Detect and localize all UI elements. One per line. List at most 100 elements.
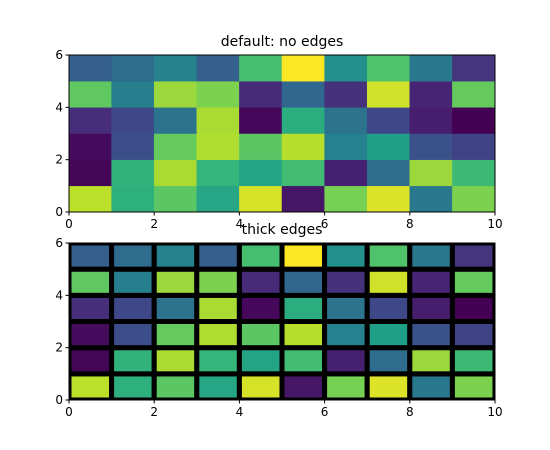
cell — [366, 55, 411, 82]
cell — [69, 319, 115, 351]
cell — [69, 266, 115, 298]
cell — [111, 107, 155, 134]
y-tick-label: 0 — [55, 205, 63, 219]
cell — [322, 243, 370, 272]
cell — [324, 55, 368, 82]
cell — [194, 319, 242, 351]
cell — [281, 133, 325, 160]
cell — [407, 371, 455, 400]
cell — [196, 185, 240, 212]
y-tick-label: 0 — [55, 393, 63, 407]
cell — [409, 133, 453, 160]
cell — [452, 159, 495, 187]
cell — [452, 80, 495, 108]
cell — [69, 243, 115, 272]
cell — [239, 185, 283, 212]
cell — [239, 55, 283, 82]
cell — [69, 107, 112, 134]
cell — [366, 80, 411, 108]
cell — [236, 345, 285, 377]
x-tick-label: 6 — [321, 405, 329, 419]
cell — [239, 133, 283, 160]
cell — [111, 55, 155, 82]
cell — [409, 55, 453, 82]
cell — [364, 371, 413, 400]
cell — [109, 266, 157, 298]
cell — [69, 371, 115, 400]
cell — [407, 292, 455, 325]
x-tick-label: 6 — [321, 217, 329, 231]
x-tick-label: 2 — [150, 217, 158, 231]
cell — [109, 345, 157, 377]
x-tick-label: 10 — [487, 217, 502, 231]
cell — [69, 292, 115, 325]
cell — [151, 319, 200, 351]
y-tick-label: 6 — [55, 48, 63, 62]
cell — [364, 292, 413, 325]
cell — [111, 80, 155, 108]
cell — [409, 107, 453, 134]
cell — [409, 159, 453, 187]
cell — [364, 266, 413, 298]
cell — [196, 159, 240, 187]
cell — [194, 371, 242, 400]
cell — [324, 185, 368, 212]
cell — [279, 319, 328, 351]
cell — [109, 292, 157, 325]
cell — [236, 243, 285, 272]
cell — [111, 159, 155, 187]
chart-title: default: no edges — [221, 34, 344, 50]
cell — [452, 133, 495, 160]
cell — [153, 107, 198, 134]
cell — [281, 107, 325, 134]
cell — [281, 159, 325, 187]
cell — [194, 266, 242, 298]
cell — [111, 133, 155, 160]
cell — [69, 80, 112, 108]
cell — [151, 243, 200, 272]
cell — [153, 159, 198, 187]
cell — [153, 80, 198, 108]
cell — [324, 133, 368, 160]
cell — [322, 319, 370, 351]
cell — [452, 185, 495, 212]
x-tick-label: 8 — [406, 217, 414, 231]
cell — [279, 292, 328, 325]
x-tick-label: 8 — [406, 405, 414, 419]
cell — [196, 107, 240, 134]
heatmap-cells — [69, 55, 495, 212]
cell — [322, 371, 370, 400]
cell — [364, 319, 413, 351]
cell — [69, 345, 115, 377]
cell — [281, 55, 325, 82]
cell — [281, 185, 325, 212]
y-tick-label: 6 — [55, 236, 63, 250]
y-tick-label: 2 — [55, 153, 63, 167]
cell — [109, 243, 157, 272]
cell — [449, 266, 495, 298]
cell — [239, 80, 283, 108]
cell — [452, 107, 495, 134]
cell — [196, 80, 240, 108]
cell — [236, 266, 285, 298]
cell — [281, 80, 325, 108]
cell — [324, 107, 368, 134]
cell — [407, 243, 455, 272]
cell — [69, 159, 112, 187]
cell — [409, 185, 453, 212]
cell — [366, 107, 411, 134]
cell — [236, 292, 285, 325]
cell — [366, 159, 411, 187]
cell — [109, 319, 157, 351]
y-tick-label: 2 — [55, 341, 63, 355]
cell — [279, 345, 328, 377]
cell — [194, 243, 242, 272]
cell — [194, 292, 242, 325]
cell — [236, 371, 285, 400]
x-tick-label: 10 — [487, 405, 502, 419]
x-tick-label: 0 — [65, 405, 73, 419]
cell — [364, 243, 413, 272]
cell — [153, 133, 198, 160]
cell — [196, 133, 240, 160]
cell — [407, 319, 455, 351]
